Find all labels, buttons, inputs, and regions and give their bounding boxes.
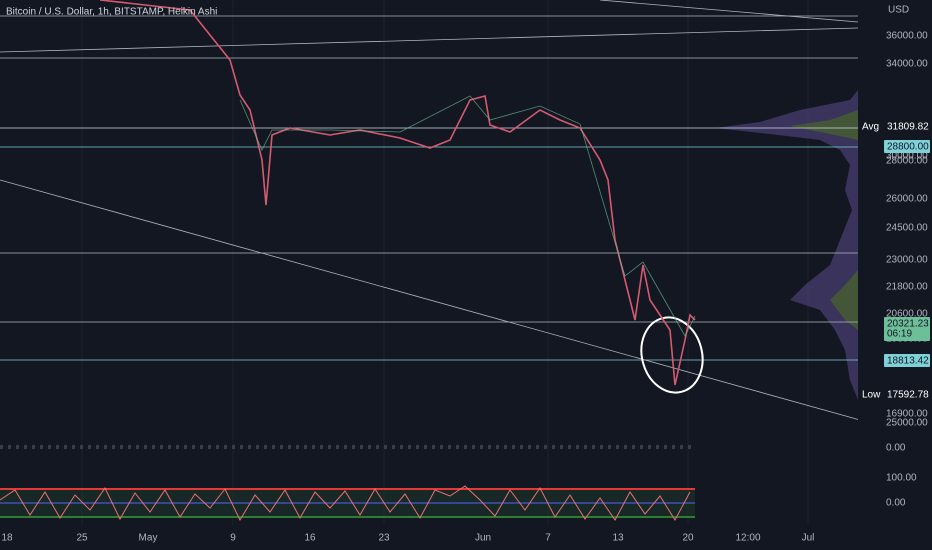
price-label: 21800.00 — [886, 282, 928, 293]
time-label: 12:00 — [735, 533, 760, 544]
badge-tag-label: Avg — [862, 122, 879, 133]
price-label: 28000.00 — [886, 156, 928, 167]
badge-sub: 06:19 — [887, 329, 912, 340]
badge-tag — [858, 388, 882, 401]
price-badge — [884, 140, 930, 153]
price-label: 20600.00 — [886, 309, 928, 320]
time-label: 7 — [545, 533, 551, 544]
volume-profile — [715, 90, 858, 400]
time-label: 20 — [682, 533, 694, 544]
price-label: 30000.00 — [886, 151, 928, 162]
axis-unit: USD — [888, 5, 909, 16]
badge-tag-label: Low — [862, 390, 881, 401]
price-badge — [884, 354, 930, 367]
badge-tag — [858, 120, 882, 133]
price-trace-up — [239, 95, 696, 337]
badge-value: 28800.00 — [887, 142, 929, 153]
indicator-label: 100.00 — [886, 473, 917, 484]
time-label: Jul — [802, 533, 815, 544]
price-badge — [884, 317, 930, 341]
badge-value: 31809.82 — [887, 122, 929, 133]
price-badge — [884, 388, 930, 401]
price-trace — [99, 0, 696, 386]
price-label: 34000.00 — [886, 59, 928, 70]
badge-value: 20321.23 — [887, 319, 929, 330]
price-badge — [884, 120, 930, 133]
time-label: 9 — [230, 533, 236, 544]
time-label: 13 — [612, 533, 624, 544]
time-label: 23 — [378, 533, 390, 544]
indicator-label: 0.00 — [886, 498, 906, 509]
price-label: 16900.00 — [886, 409, 928, 420]
price-label: 23000.00 — [886, 255, 928, 266]
time-label: 16 — [304, 533, 316, 544]
price-label: 24500.00 — [886, 223, 928, 234]
volume-label: 25000.00 — [886, 418, 928, 429]
time-label: Jun — [475, 533, 491, 544]
price-axis — [858, 0, 932, 550]
time-label: 18 — [1, 533, 13, 544]
price-label: 26000.00 — [886, 194, 928, 205]
chart-title: Bitcoin / U.S. Dollar, 1h, BITSTAMP, Hei… — [6, 7, 217, 18]
time-label: 25 — [76, 533, 88, 544]
badge-value: 18813.42 — [887, 356, 929, 367]
time-label: May — [139, 533, 158, 544]
badge-value: 17592.78 — [887, 390, 929, 401]
oscillator — [0, 485, 695, 522]
volume-label: 0.00 — [886, 443, 906, 454]
price-label: 36000.00 — [886, 31, 928, 42]
